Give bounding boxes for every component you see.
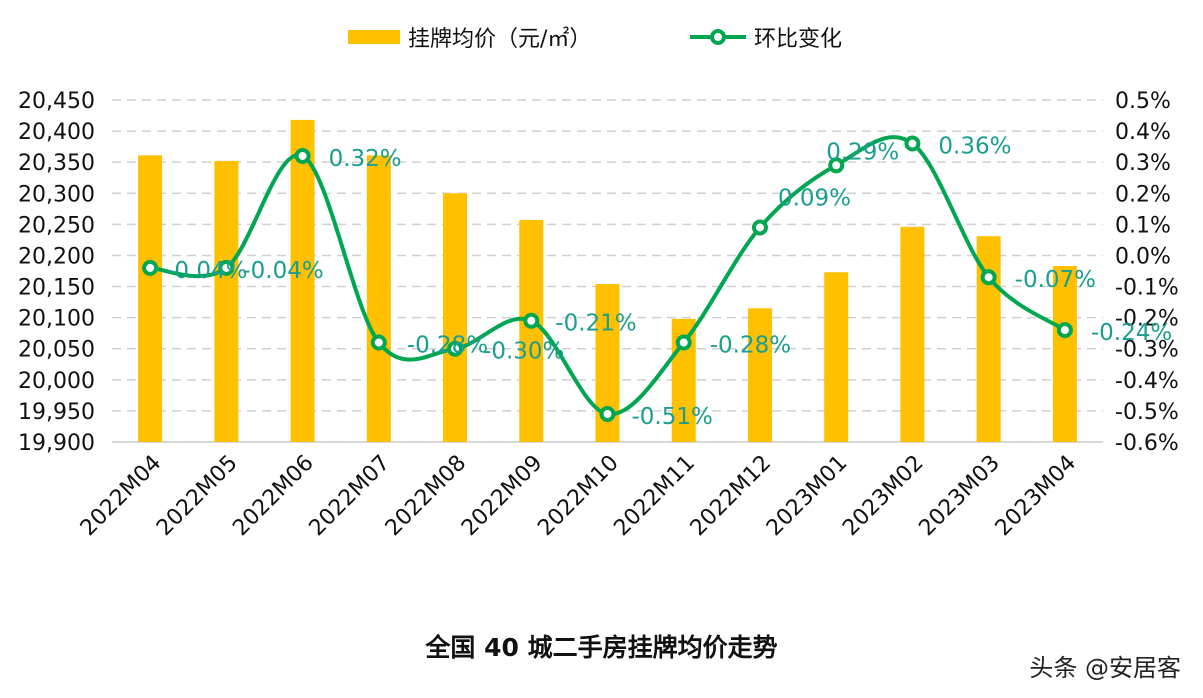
x-tick-label: 2022M12 xyxy=(686,451,776,541)
x-tick-label: 2023M01 xyxy=(762,451,852,541)
x-tick-label: 2022M10 xyxy=(533,451,623,541)
line-point xyxy=(1056,322,1073,339)
left-tick-label: 20,300 xyxy=(18,182,95,207)
left-tick-label: 19,900 xyxy=(18,431,95,456)
left-tick-label: 20,350 xyxy=(18,151,95,176)
bar xyxy=(290,119,315,442)
data-label: -0.04% xyxy=(166,258,247,284)
data-label: -0.07% xyxy=(1015,267,1096,293)
right-tick-label: 0.5% xyxy=(1115,89,1171,114)
legend-line-label: 环比变化 xyxy=(754,27,842,52)
chart-title: 全国 40 城二手房挂牌均价走势 xyxy=(425,633,778,662)
data-label: 0.36% xyxy=(938,134,1011,160)
line-point xyxy=(370,334,387,351)
x-tick-label: 2022M06 xyxy=(228,451,318,541)
data-label: -0.24% xyxy=(1091,320,1172,346)
right-tick-label: -0.6% xyxy=(1115,431,1179,456)
right-tick-label: 0.3% xyxy=(1115,151,1171,176)
data-label: -0.51% xyxy=(632,404,713,430)
line-point xyxy=(294,147,311,164)
line-point xyxy=(523,312,540,329)
right-tick-label: -0.5% xyxy=(1115,400,1179,425)
line-point xyxy=(447,340,464,357)
bar xyxy=(1052,266,1077,442)
line-point xyxy=(675,334,692,351)
x-tick-label: 2022M04 xyxy=(76,451,166,541)
left-tick-label: 19,950 xyxy=(18,400,95,425)
line-point xyxy=(751,219,768,236)
data-label: -0.28% xyxy=(407,333,488,359)
bar xyxy=(443,193,468,442)
data-label: -0.04% xyxy=(242,258,323,284)
bar xyxy=(214,160,239,443)
data-label: -0.28% xyxy=(710,333,791,359)
data-label: -0.30% xyxy=(483,339,564,365)
right-tick-label: 0.4% xyxy=(1115,120,1171,145)
bar xyxy=(824,272,849,442)
right-tick-label: -0.4% xyxy=(1115,369,1179,394)
left-tick-label: 20,150 xyxy=(18,276,95,301)
line-point xyxy=(904,135,921,152)
x-tick-label: 2023M03 xyxy=(914,451,1004,541)
line-point xyxy=(599,406,616,423)
right-tick-label: -0.1% xyxy=(1115,276,1179,301)
watermark: 头条 @安居客 xyxy=(1029,654,1181,682)
legend-bar-label: 挂牌均价（元/㎡） xyxy=(408,26,591,52)
x-tick-label: 2022M08 xyxy=(381,451,471,541)
left-tick-label: 20,450 xyxy=(18,89,95,114)
x-tick-label: 2022M11 xyxy=(609,451,699,541)
x-tick-label: 2023M02 xyxy=(838,451,928,541)
bar xyxy=(900,226,925,442)
right-tick-label: -0.3% xyxy=(1115,338,1179,363)
legend-line-marker xyxy=(710,29,726,45)
chart: 19,900 19,950 20,000 20,050 20,100 20,150 20,2… xyxy=(18,26,1179,541)
right-tick-label: 0.1% xyxy=(1115,213,1171,238)
line-point xyxy=(218,259,235,276)
x-tick-label: 2022M09 xyxy=(457,451,547,541)
left-tick-label: 20,100 xyxy=(18,307,95,332)
left-tick-label: 20,000 xyxy=(18,369,95,394)
line-point xyxy=(980,269,997,286)
x-tick-label: 2022M07 xyxy=(305,451,395,541)
bar xyxy=(138,155,163,443)
data-label: 0.32% xyxy=(329,146,402,172)
bar xyxy=(747,308,772,442)
right-tick-label: -0.2% xyxy=(1115,307,1179,332)
bar xyxy=(366,155,391,443)
left-tick-label: 20,250 xyxy=(18,213,95,238)
x-tick-label: 2023M04 xyxy=(991,451,1081,541)
data-label: 0.29% xyxy=(826,139,899,165)
legend-bar-swatch xyxy=(348,30,400,44)
left-tick-label: 20,200 xyxy=(18,244,95,269)
left-tick-label: 20,400 xyxy=(18,120,95,145)
right-tick-label: 0.0% xyxy=(1115,244,1171,269)
data-label: 0.09% xyxy=(778,185,851,211)
x-tick-label: 2022M05 xyxy=(152,451,242,541)
left-tick-label: 20,050 xyxy=(18,338,95,363)
line-point xyxy=(142,259,159,276)
right-tick-label: 0.2% xyxy=(1115,182,1171,207)
bar xyxy=(519,220,544,442)
line-point xyxy=(828,157,845,174)
data-label: -0.21% xyxy=(555,311,636,337)
